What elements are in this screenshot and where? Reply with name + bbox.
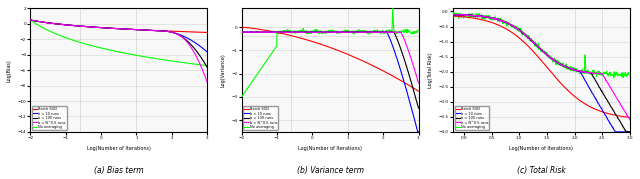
X-axis label: Log(Number of Iterations): Log(Number of Iterations)	[509, 146, 573, 151]
Legend: Batch SGD, b = 10 runs, b = 100 runs, b = N^0.5 runs, No averaging: Batch SGD, b = 10 runs, b = 100 runs, b …	[454, 106, 490, 130]
Text: (b) Variance term: (b) Variance term	[296, 166, 364, 175]
Legend: Batch SGD, b = 10 runs, b = 100 runs, b = N^0.5 runs, No averaging: Batch SGD, b = 10 runs, b = 100 runs, b …	[243, 106, 278, 130]
Y-axis label: Log(Bias): Log(Bias)	[7, 59, 12, 81]
Y-axis label: Log(Total Risk): Log(Total Risk)	[428, 52, 433, 88]
Text: (c) Total Risk: (c) Total Risk	[517, 166, 566, 175]
Text: (a) Bias term: (a) Bias term	[94, 166, 143, 175]
X-axis label: Log(Number of Iterations): Log(Number of Iterations)	[87, 146, 150, 151]
X-axis label: Log(Number of Iterations): Log(Number of Iterations)	[298, 146, 362, 151]
Legend: Batch SGD, b = 10 runs, b = 100 runs, b = N^0.5 runs, No averaging: Batch SGD, b = 10 runs, b = 100 runs, b …	[32, 106, 67, 130]
Y-axis label: Log(Variance): Log(Variance)	[221, 53, 226, 87]
